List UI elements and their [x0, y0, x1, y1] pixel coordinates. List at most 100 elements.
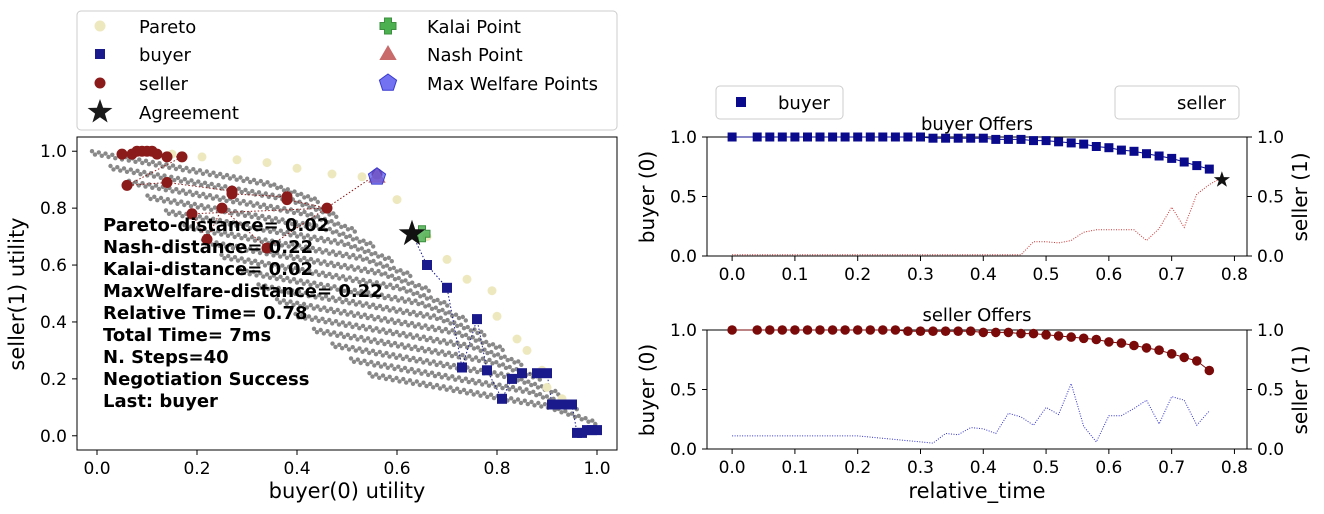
outcome-dot	[295, 300, 300, 305]
outcome-dot	[298, 258, 303, 263]
outcome-dot	[372, 337, 377, 342]
outcome-dot	[539, 404, 544, 409]
outcome-dot	[302, 209, 307, 215]
outcome-dot	[217, 217, 223, 223]
seller-offer-point	[915, 326, 926, 337]
outcome-dot	[380, 373, 386, 378]
buyer-offer-point	[978, 133, 988, 143]
outcome-dot	[487, 357, 492, 363]
outcome-dot	[296, 289, 302, 294]
outcome-dot	[376, 314, 381, 320]
outcome-dot	[275, 204, 280, 210]
outcome-dot	[401, 271, 406, 276]
outcome-dot	[202, 206, 207, 211]
outcome-dot	[262, 263, 268, 268]
outcome-dot	[224, 198, 229, 204]
legend-marker	[94, 77, 106, 89]
outcome-dot	[258, 224, 263, 230]
outcome-dot	[421, 314, 426, 319]
outcome-dot	[288, 207, 294, 212]
outcome-dot	[310, 225, 315, 230]
outcome-dot	[92, 152, 98, 157]
outcome-dot	[124, 169, 130, 174]
outcome-dot	[197, 168, 203, 173]
seller-offer-point	[965, 326, 976, 337]
outcome-dot	[494, 360, 499, 365]
outcome-dot	[401, 330, 406, 336]
outcome-dot	[153, 183, 159, 188]
outcome-dot	[374, 326, 379, 331]
outcome-dot	[423, 285, 428, 290]
legend-label: buyer	[139, 45, 192, 66]
outcome-dot	[222, 256, 227, 261]
outcome-dot	[399, 321, 404, 327]
outcome-dot	[271, 273, 276, 278]
buyer-offer-point	[1016, 134, 1026, 144]
outcome-dot	[258, 204, 263, 210]
outcome-dot	[254, 247, 260, 252]
outcome-dot	[175, 201, 180, 206]
buyer-offer-point	[1204, 164, 1214, 174]
outcome-dot	[323, 227, 329, 233]
outcome-dot	[331, 211, 336, 216]
outcome-dot	[163, 188, 168, 193]
outcome-dot	[341, 231, 346, 236]
outcome-dot	[155, 198, 160, 203]
x-tick-label: 0.1	[781, 265, 808, 285]
outcome-dot	[327, 317, 332, 323]
pareto-point	[512, 334, 522, 344]
outcome-dot	[302, 195, 307, 200]
outcome-dot	[305, 259, 310, 264]
outcome-dot	[408, 273, 413, 279]
outcome-dot	[542, 402, 548, 407]
utility-legend: Pareto buyer seller Agreement Kalai Point Nas…	[76, 10, 618, 131]
outcome-dot	[330, 321, 335, 326]
outcome-dot	[170, 189, 175, 194]
outcome-dot	[342, 288, 347, 294]
outcome-dot	[217, 243, 222, 248]
outcome-dot	[292, 230, 297, 236]
outcome-dot	[379, 338, 384, 343]
outcome-dot	[330, 230, 335, 235]
buyer-offer-point	[1167, 153, 1177, 163]
outcome-dot	[341, 334, 347, 340]
outcome-dot	[170, 209, 175, 214]
outcome-dot	[313, 295, 318, 300]
outcome-dot	[486, 383, 492, 388]
outcome-dot	[221, 195, 226, 200]
seller-offer-point	[1041, 330, 1051, 340]
outcome-dot	[360, 257, 366, 262]
utility-legend-entries: Pareto buyer seller Agreement Kalai Point Nas…	[87, 17, 598, 124]
outcome-dot	[246, 257, 251, 262]
outcome-dot	[392, 366, 397, 372]
outcome-dot	[276, 239, 282, 245]
outcome-dot	[137, 157, 142, 162]
outcome-dot	[303, 224, 308, 229]
outcome-dot	[278, 208, 283, 213]
seller-offer-point	[1179, 352, 1189, 363]
outcome-dot	[394, 269, 399, 274]
outcome-dot	[419, 345, 425, 351]
outcome-dot	[366, 248, 371, 253]
y-tick-label: 0.8	[40, 199, 67, 219]
outcome-dot	[391, 352, 396, 357]
outcome-dot	[354, 322, 359, 327]
outcome-dot	[150, 185, 155, 190]
outcome-dot	[183, 191, 189, 196]
outcome-dot	[355, 291, 360, 296]
outcome-dot	[294, 280, 300, 285]
buyer-offer-point	[542, 368, 552, 379]
outcome-dot	[295, 254, 300, 259]
outcome-dot	[492, 353, 497, 358]
outcome-dot	[344, 251, 349, 257]
outcome-dot	[446, 330, 451, 335]
y-tick-label: 0.0	[40, 427, 67, 447]
outcome-dot	[333, 252, 339, 258]
outcome-dot	[382, 295, 387, 301]
seller-offer-point	[752, 325, 762, 335]
outcome-dot	[150, 159, 155, 165]
outcome-dot	[304, 305, 310, 310]
outcome-dot	[177, 210, 182, 215]
outcome-dot	[382, 362, 387, 367]
outcome-dot	[323, 273, 328, 279]
